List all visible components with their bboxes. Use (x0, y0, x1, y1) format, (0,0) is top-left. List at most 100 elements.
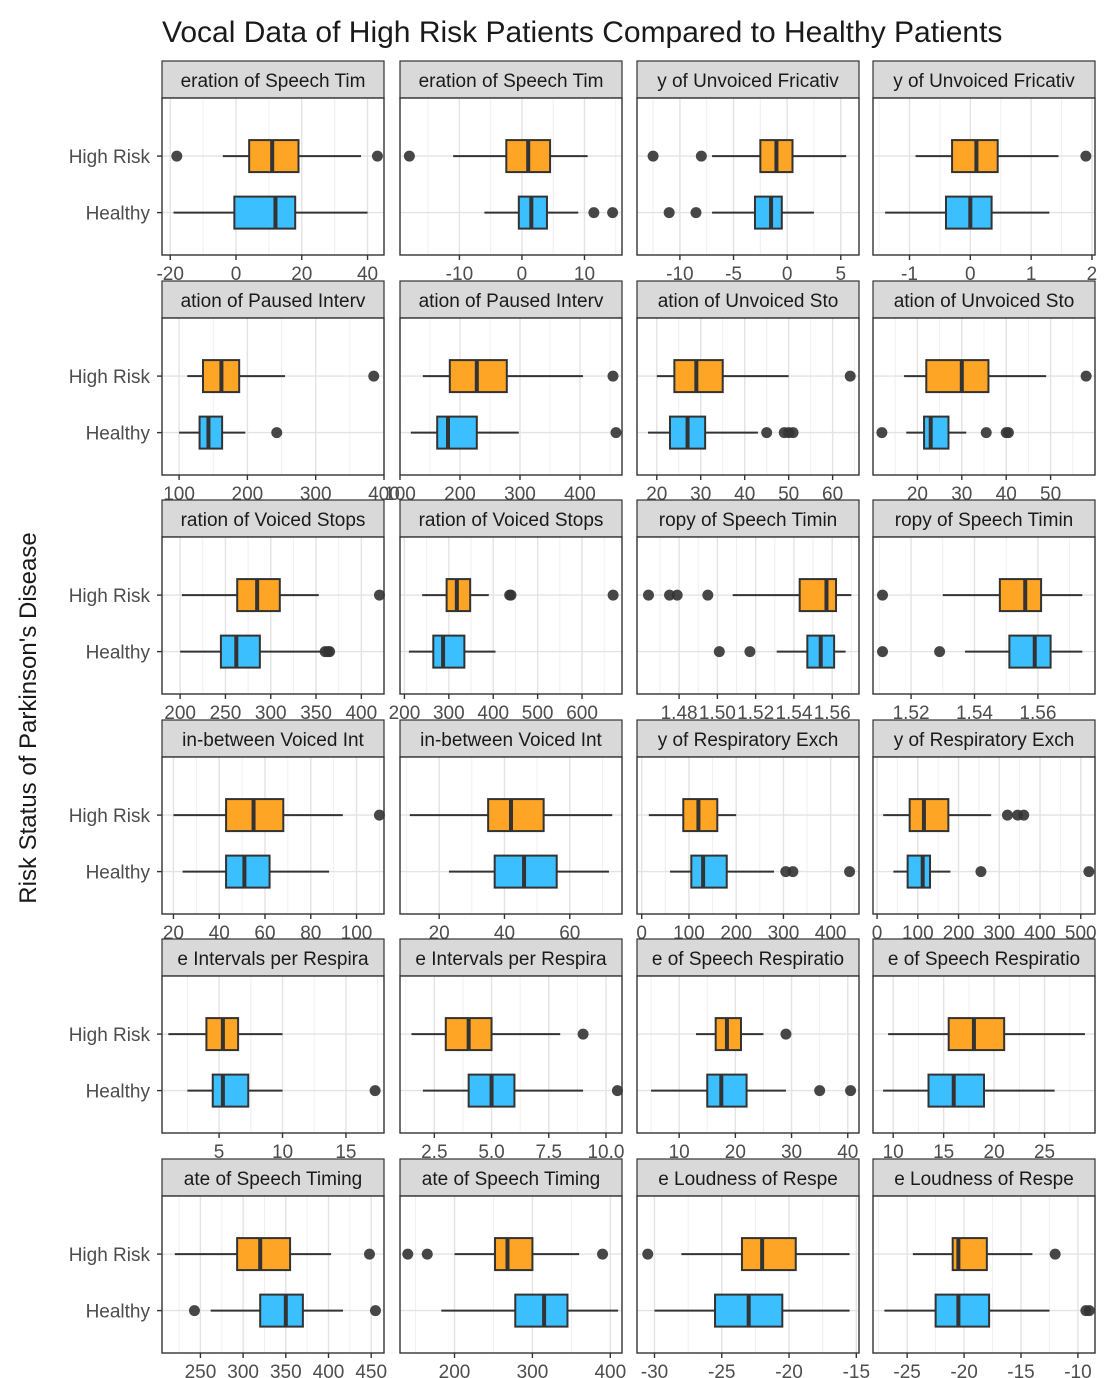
panel-border (872, 97, 1096, 256)
outlier-point (814, 1085, 826, 1097)
box-high-risk (915, 139, 1092, 174)
facet-strip (161, 719, 385, 758)
plot-area (162, 1196, 384, 1353)
outlier-point (876, 427, 888, 439)
facet-panel: e Loudness of Respe -30 -25 -20 -15 (636, 1158, 870, 1378)
iqr-box (798, 578, 838, 613)
outlier-point (1018, 809, 1030, 821)
x-tick-label: -15 (1007, 1362, 1034, 1378)
panel-border (161, 317, 385, 476)
outlier-point (980, 427, 992, 439)
facet-panel: e Intervals per Respira 2.5 5.0 7.5 10.0 (399, 938, 624, 1163)
box-healthy (713, 634, 846, 669)
iqr-box (753, 195, 783, 230)
facet-panel: eration of Speech Tim -20 0 20 40 High Risk He… (69, 60, 385, 285)
box-healthy (883, 1073, 1055, 1108)
outlier-point (744, 646, 756, 658)
x-tick-label: 350 (300, 703, 332, 724)
facet-strip-label: ate of Speech Timing (184, 1169, 363, 1190)
facet-strip-label: ropy of Speech Timin (659, 510, 837, 531)
x-tick-label: -1 (901, 264, 918, 285)
x-tick-label: 350 (270, 1362, 302, 1378)
box-high-risk (648, 798, 737, 833)
outlier-point (845, 1085, 857, 1097)
facet-strip-label: y of Respiratory Exch (658, 730, 839, 751)
x-tick-label: 300 (255, 703, 287, 724)
panel-border (399, 756, 623, 915)
iqr-box (432, 634, 466, 669)
outlier-point (597, 1248, 609, 1260)
box-high-risk (647, 139, 847, 174)
x-tick-label: 1.52 (893, 703, 930, 724)
plot-area (162, 98, 384, 255)
iqr-box (487, 798, 545, 833)
x-tick-label: 10 (574, 264, 595, 285)
outlier-point (373, 809, 385, 821)
x-tick-label: -30 (641, 1362, 668, 1378)
box-high-risk (187, 359, 380, 394)
outlier-point (373, 589, 385, 601)
plot-area (400, 318, 622, 475)
outlier-point (787, 866, 799, 878)
x-tick-label: 1.54 (956, 703, 993, 724)
facet-strip (636, 60, 860, 99)
x-tick-label: 250 (185, 1362, 217, 1378)
panel-border (399, 1195, 623, 1354)
panel-border (399, 536, 623, 695)
x-tick-label: 500 (522, 703, 554, 724)
facet-strip (872, 938, 1096, 977)
x-tick-label: 300 (227, 1362, 259, 1378)
box-high-risk (912, 1237, 1061, 1272)
x-tick-label: 200 (164, 703, 196, 724)
plot-area (162, 757, 384, 914)
outlier-point (844, 866, 856, 878)
x-tick-label: 200 (389, 703, 421, 724)
box-healthy (877, 634, 1083, 669)
x-tick-label: 1.56 (814, 703, 851, 724)
iqr-box (927, 1073, 985, 1108)
x-tick-label: -20 (950, 1362, 977, 1378)
x-tick-label: 300 (517, 1362, 549, 1378)
x-tick-label: 10 (669, 1142, 690, 1163)
x-tick-label: 600 (566, 703, 598, 724)
box-high-risk (171, 139, 383, 174)
panel-border (399, 975, 623, 1134)
iqr-box (236, 1237, 292, 1272)
facet-strip (161, 280, 385, 319)
iqr-box (740, 1237, 797, 1272)
box-high-risk (409, 798, 613, 833)
panel-border (636, 536, 860, 695)
outlier-point (695, 150, 707, 162)
facet-strip-label: y of Unvoiced Fricativ (657, 71, 839, 92)
x-tick-label: 450 (355, 1362, 387, 1378)
facet-panel: ration of Voiced Stops 200 250 300 350 400 Hig… (69, 499, 385, 724)
iqr-box (934, 1293, 991, 1328)
box-high-risk (422, 578, 619, 613)
outlier-point (368, 370, 380, 382)
panel-border (872, 536, 1096, 695)
plot-area (637, 318, 859, 475)
x-tick-label: 0 (517, 264, 528, 285)
box-healthy (670, 854, 856, 889)
panel-border (636, 97, 860, 256)
plot-area (873, 537, 1095, 694)
box-healthy (876, 415, 1014, 450)
outlier-point (588, 207, 600, 219)
x-tick-label: 250 (210, 703, 242, 724)
iqr-box (998, 578, 1043, 613)
facet-strip (636, 280, 860, 319)
box-healthy (654, 1293, 850, 1328)
outlier-point (324, 646, 336, 658)
panel-border (872, 317, 1096, 476)
y-category-label: High Risk (69, 1025, 151, 1046)
x-tick-label: 300 (433, 703, 465, 724)
y-category-label: High Risk (69, 1245, 151, 1266)
x-tick-label: 400 (345, 703, 377, 724)
outlier-point (844, 370, 856, 382)
y-category-label: Healthy (86, 424, 151, 445)
facet-panel: e Loudness of Respe -25 -20 -15 -10 (872, 1158, 1096, 1378)
x-tick-label: 2.5 (421, 1142, 447, 1163)
box-high-risk (403, 139, 588, 174)
